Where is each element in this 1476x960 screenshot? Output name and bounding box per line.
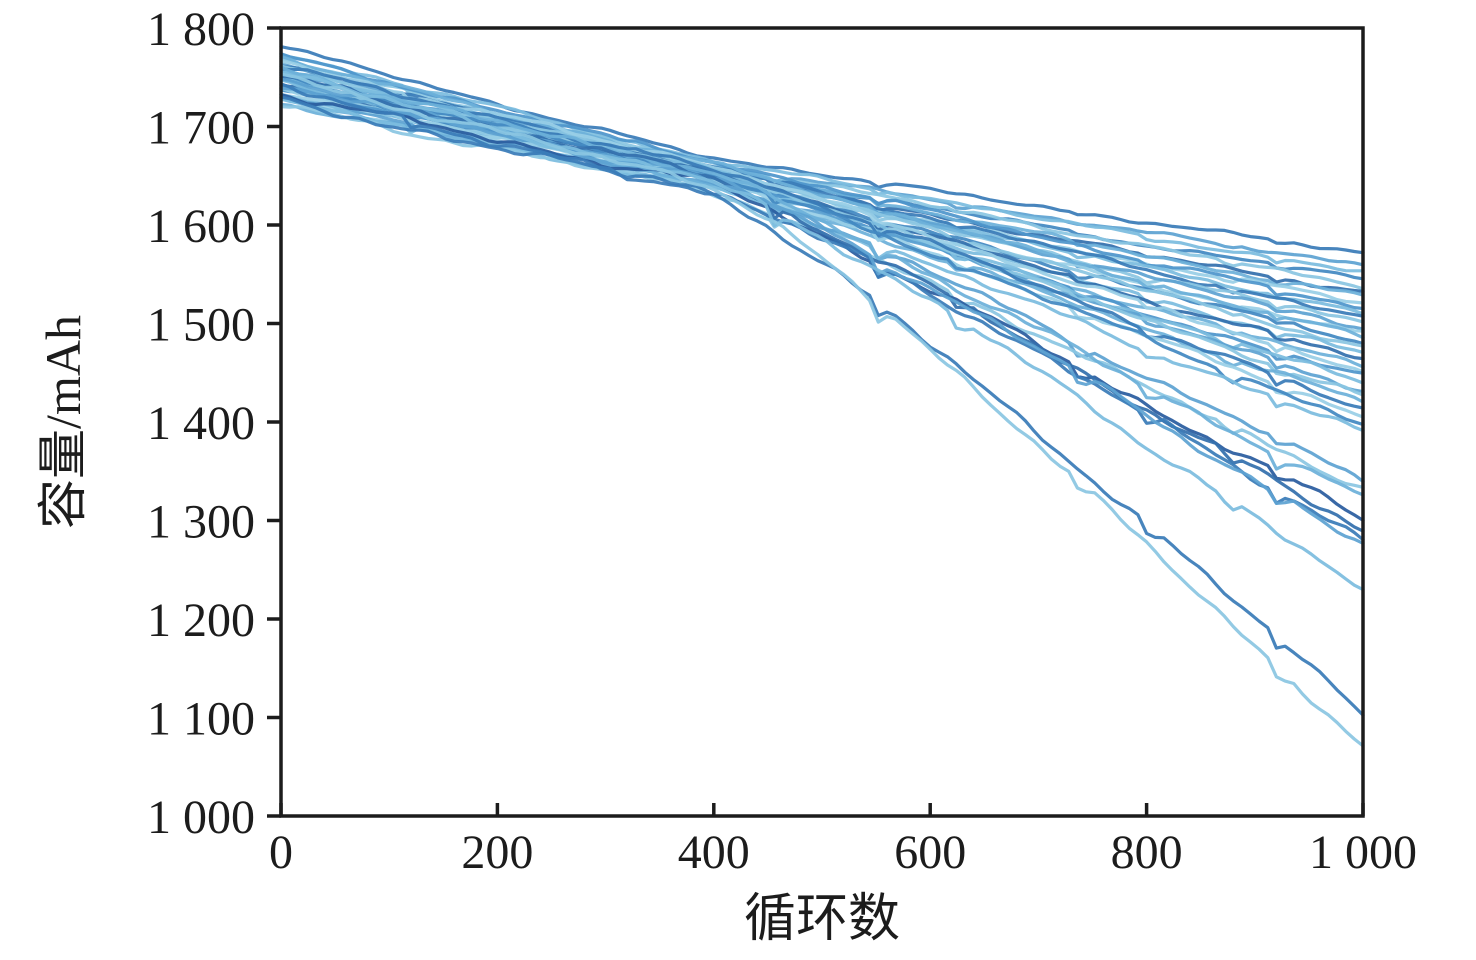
y-tick-label: 1 500 xyxy=(147,298,255,351)
y-tick-label: 1 000 xyxy=(147,791,255,844)
capacity-curve-cell-33 xyxy=(279,65,1365,497)
y-tick-label: 1 400 xyxy=(147,397,255,450)
y-tick-label: 1 800 xyxy=(147,3,255,56)
x-tick-label: 400 xyxy=(678,826,750,879)
capacity-curve-cell-37 xyxy=(279,86,1365,545)
capacity-curve-cell-39 xyxy=(279,82,1365,717)
x-tick-label: 800 xyxy=(1111,826,1183,879)
curves-group xyxy=(279,45,1365,748)
x-tick-label: 600 xyxy=(894,826,966,879)
capacity-curve-cell-15 xyxy=(279,54,1365,340)
y-tick-label: 1 300 xyxy=(147,495,255,548)
x-tick-label: 0 xyxy=(269,826,293,879)
y-tick-label: 1 700 xyxy=(147,101,255,154)
plot-frame xyxy=(279,26,1365,818)
capacity-curve-cell-01 xyxy=(279,45,1365,255)
y-tick-label: 1 600 xyxy=(147,200,255,253)
x-tick-label: 1 000 xyxy=(1309,826,1417,879)
capacity-curve-cell-35 xyxy=(279,73,1365,533)
y-tick-label: 1 200 xyxy=(147,594,255,647)
capacity-curve-cell-28 xyxy=(279,86,1365,419)
x-tick-label: 200 xyxy=(461,826,533,879)
capacity-curve-cell-38 xyxy=(279,70,1365,592)
y-tick-label: 1 100 xyxy=(147,692,255,745)
y-axis-title: 容量/mAh xyxy=(35,315,91,529)
capacity-curve-cell-40 xyxy=(279,72,1365,748)
capacity-curve-cell-34 xyxy=(279,93,1365,522)
x-axis-title: 循环数 xyxy=(744,891,900,948)
axes-group: 0 200 400 600 800 1 000 1 000 1 100 1 200 1 300 1 … xyxy=(147,3,1417,879)
capacity-curve-cell-09 xyxy=(279,52,1365,311)
